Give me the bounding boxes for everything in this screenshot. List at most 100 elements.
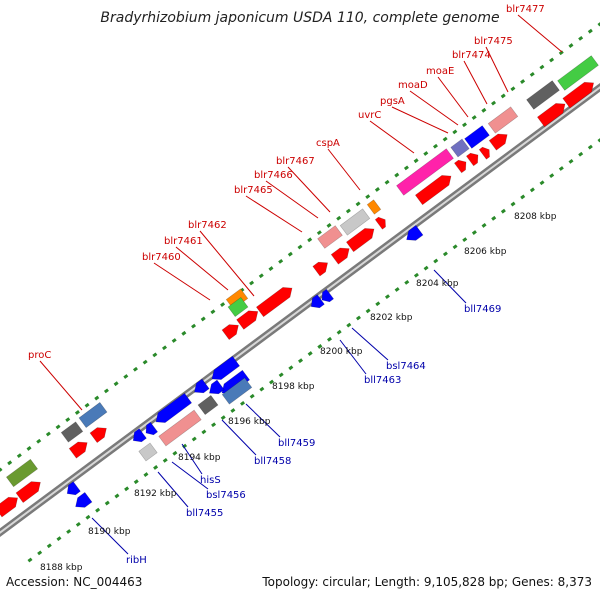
tick-mark bbox=[298, 358, 304, 364]
gene-block-magenta[interactable] bbox=[396, 148, 454, 196]
forward-gene-label[interactable]: blr7474 bbox=[452, 50, 491, 61]
cds-forward[interactable] bbox=[465, 150, 481, 167]
gene-block-steelblue[interactable] bbox=[78, 402, 108, 428]
tick-mark bbox=[568, 158, 574, 164]
forward-gene-label[interactable]: moaE bbox=[426, 66, 454, 77]
gene-block-lightgray[interactable] bbox=[339, 208, 371, 236]
cds-forward[interactable] bbox=[478, 145, 493, 160]
tick-mark bbox=[491, 100, 497, 106]
cds-forward[interactable] bbox=[453, 157, 469, 174]
cds-reverse[interactable] bbox=[403, 224, 424, 244]
cds-reverse[interactable] bbox=[72, 491, 93, 511]
tick-mark bbox=[171, 338, 177, 343]
cds-reverse[interactable] bbox=[208, 355, 241, 384]
leader-line bbox=[157, 471, 189, 508]
cds-forward[interactable] bbox=[0, 493, 21, 518]
gene-block-blue[interactable] bbox=[464, 125, 490, 149]
cds-forward[interactable] bbox=[89, 423, 110, 444]
cds-forward[interactable] bbox=[312, 258, 331, 277]
forward-gene-label[interactable]: blr7477 bbox=[506, 4, 545, 15]
cds-forward[interactable] bbox=[374, 215, 389, 230]
tick-mark bbox=[37, 550, 43, 556]
kbp-tick-label: 8202 kbp bbox=[370, 313, 413, 323]
tick-mark bbox=[278, 372, 284, 378]
forward-gene-label[interactable]: uvrC bbox=[358, 110, 381, 121]
gene-block-green[interactable] bbox=[557, 55, 599, 91]
gene-block-gray[interactable] bbox=[526, 80, 560, 110]
forward-gene-label[interactable]: pgsA bbox=[380, 96, 405, 107]
cds-forward[interactable] bbox=[345, 224, 377, 253]
tick-mark bbox=[326, 336, 332, 342]
reverse-gene-label[interactable]: bll7463 bbox=[364, 375, 401, 386]
cds-forward[interactable] bbox=[330, 244, 353, 265]
reverse-gene-label[interactable]: bll7455 bbox=[186, 508, 223, 519]
forward-gene-label[interactable]: blr7466 bbox=[254, 170, 293, 181]
tick-mark bbox=[345, 208, 351, 214]
tick-mark bbox=[481, 223, 487, 228]
kbp-tick-label: 8194 kbp bbox=[178, 453, 221, 463]
kbp-tick-labels: 8188 kbp 8190 kbp 8192 kbp 8194 kbp 8196 kbp… bbox=[40, 212, 557, 573]
cds-forward[interactable] bbox=[562, 78, 597, 109]
tick-mark bbox=[578, 35, 584, 41]
reverse-gene-label[interactable]: bll7459 bbox=[278, 438, 315, 449]
tick-mark bbox=[316, 230, 322, 236]
tick-mark bbox=[404, 279, 410, 285]
cds-forward[interactable] bbox=[68, 438, 91, 459]
cds-reverse[interactable] bbox=[142, 421, 159, 438]
tick-mark bbox=[413, 272, 419, 278]
tick-mark bbox=[471, 230, 477, 235]
gene-block-steelblue[interactable] bbox=[221, 377, 253, 405]
reverse-gene-label[interactable]: hisS bbox=[200, 475, 221, 486]
leader-line bbox=[463, 60, 488, 105]
gene-block-orange[interactable] bbox=[366, 199, 382, 215]
cds-reverse[interactable] bbox=[191, 378, 210, 397]
gene-block-gray[interactable] bbox=[60, 421, 84, 443]
forward-gene-label[interactable]: proC bbox=[28, 350, 51, 361]
topology-summary: Topology: circular; Length: 9,105,828 bp… bbox=[261, 575, 592, 589]
cds-forward[interactable] bbox=[15, 477, 44, 503]
cds-forward[interactable] bbox=[236, 307, 262, 330]
cds-reverse[interactable] bbox=[130, 428, 147, 446]
gene-block-pink[interactable] bbox=[487, 106, 519, 134]
forward-gene-label[interactable]: moaD bbox=[398, 80, 428, 91]
cds-reverse[interactable] bbox=[64, 481, 81, 499]
cds-forward[interactable] bbox=[221, 320, 242, 341]
tick-mark bbox=[558, 50, 564, 56]
forward-gene-label[interactable]: blr7465 bbox=[234, 185, 273, 196]
gene-block-green[interactable] bbox=[227, 296, 249, 318]
reverse-gene-label[interactable]: bsl7456 bbox=[206, 490, 246, 501]
tick-mark bbox=[220, 415, 226, 421]
cds-forward[interactable] bbox=[536, 99, 568, 128]
forward-gene-label[interactable]: blr7460 bbox=[142, 252, 181, 263]
gene-block-gray[interactable] bbox=[197, 394, 219, 416]
reverse-gene-label[interactable]: bll7469 bbox=[464, 304, 501, 315]
reverse-gene-label[interactable]: bll7458 bbox=[254, 456, 291, 467]
forward-gene-label[interactable]: blr7462 bbox=[188, 220, 227, 231]
gene-block-lightgray[interactable] bbox=[138, 442, 158, 462]
cds-reverse[interactable] bbox=[308, 294, 325, 312]
forward-gene-label[interactable]: cspA bbox=[316, 138, 340, 149]
gene-block-pink[interactable] bbox=[158, 409, 202, 447]
cds-reverse[interactable] bbox=[152, 392, 193, 426]
tick-mark bbox=[85, 514, 91, 520]
tick-mark bbox=[27, 557, 33, 563]
leader-line bbox=[39, 360, 83, 411]
tick-mark bbox=[326, 223, 332, 228]
cds-forward[interactable] bbox=[414, 171, 454, 206]
tick-mark bbox=[365, 194, 371, 200]
cds-forward[interactable] bbox=[488, 130, 511, 151]
cds-forward[interactable] bbox=[255, 283, 295, 318]
tick-mark bbox=[442, 136, 448, 142]
forward-gene-label[interactable]: blr7467 bbox=[276, 156, 315, 167]
reverse-gene-label[interactable]: ribH bbox=[126, 555, 147, 566]
gene-block-pink[interactable] bbox=[317, 225, 343, 249]
reverse-gene-label[interactable]: bsl7464 bbox=[386, 361, 426, 372]
cds-reverse[interactable] bbox=[206, 379, 225, 398]
gene-block-lavender[interactable] bbox=[450, 138, 470, 158]
forward-gene-label[interactable]: blr7461 bbox=[164, 236, 203, 247]
kbp-tick-label: 8206 kbp bbox=[464, 247, 507, 257]
forward-gene-label[interactable]: blr7475 bbox=[474, 36, 513, 47]
cds-reverse[interactable] bbox=[318, 288, 335, 305]
gene-block-olive[interactable] bbox=[5, 458, 39, 488]
